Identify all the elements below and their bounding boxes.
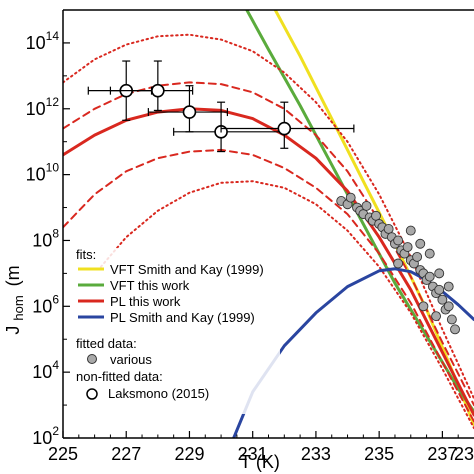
x-tick-label: 233: [301, 444, 331, 464]
y-axis-title-main: J: [3, 326, 23, 335]
legend-fitted-marker: [87, 354, 97, 364]
fitted-point: [446, 314, 457, 325]
y-axis-title-suffix: (m: [3, 265, 23, 286]
fitted-point: [393, 258, 404, 269]
legend-fits: VFT Smith and Kay (1999)VFT this workPL …: [78, 262, 264, 325]
legend-label: VFT this work: [110, 278, 190, 293]
x-axis-title: T (K): [240, 452, 280, 472]
fitted-point: [434, 268, 445, 279]
fitted-point: [402, 242, 413, 252]
series-line-4: [63, 148, 474, 423]
x-tick-label: 237: [427, 444, 457, 464]
fitted-points: [336, 192, 460, 335]
fitted-point: [361, 200, 372, 211]
x-tick-label: 227: [111, 444, 141, 464]
legend-nonfitted-label: Laksmono (2015): [108, 386, 209, 401]
legend-label: PL this work: [110, 294, 181, 309]
y-ticks: 102 104 106 108 1010 1012 1014: [26, 29, 70, 448]
y-tick-label: 106: [32, 292, 59, 316]
legend-label: PL Smith and Kay (1999): [110, 310, 255, 325]
legend-fitted-label: various: [110, 352, 152, 367]
legend-background: [70, 248, 280, 414]
fitted-point: [412, 251, 423, 262]
series-line-6: [99, 180, 474, 430]
fitted-point: [431, 311, 442, 322]
fitted-point: [371, 210, 381, 221]
fitted-point: [383, 223, 394, 234]
series-line-2: [63, 107, 474, 417]
y-tick-label: 102: [32, 424, 59, 448]
svg-text:J hom (m: J hom (m: [3, 265, 27, 334]
fitted-point: [443, 281, 454, 292]
laksmono-points: [87, 60, 355, 153]
legend-nonfitted-marker: [86, 388, 98, 400]
y-axis-title-sub: hom: [11, 295, 26, 320]
x-tick-label: 235: [364, 444, 394, 464]
laksmono-point: [151, 83, 165, 98]
legend-label: VFT Smith and Kay (1999): [110, 262, 264, 277]
laksmono-point: [182, 105, 197, 119]
legend-fitted-header: fitted data:: [76, 336, 137, 351]
fitted-point: [450, 324, 460, 335]
fitted-point: [434, 284, 445, 295]
fitted-point: [443, 301, 454, 312]
x-tick-label: 231: [238, 444, 268, 464]
fitted-point: [437, 294, 448, 305]
y-tick-label: 1010: [26, 161, 60, 185]
x-tick-label: 225: [48, 444, 78, 464]
fitted-point: [405, 225, 416, 236]
fitted-point: [345, 192, 356, 203]
x-tick-label: 229: [174, 444, 204, 464]
fitted-point: [393, 235, 404, 246]
y-tick-label: 104: [32, 358, 59, 382]
y-axis-title: J hom (m: [3, 265, 27, 334]
legend-nonfitted-header: non-fitted data:: [76, 369, 163, 384]
fitted-point: [418, 301, 429, 312]
fitted-point: [415, 238, 426, 249]
laksmono-point: [277, 121, 292, 136]
fitted-point: [424, 271, 435, 282]
y-tick-label: 1014: [26, 29, 60, 53]
fitted-point: [424, 248, 435, 259]
y-tick-label: 1012: [26, 95, 60, 119]
legend-fits-header: fits:: [76, 247, 96, 262]
y-tick-label: 108: [32, 226, 59, 250]
legend: fits: VFT Smith and Kay (1999)VFT this w…: [70, 247, 280, 414]
x-tick-label: 23: [454, 444, 474, 464]
